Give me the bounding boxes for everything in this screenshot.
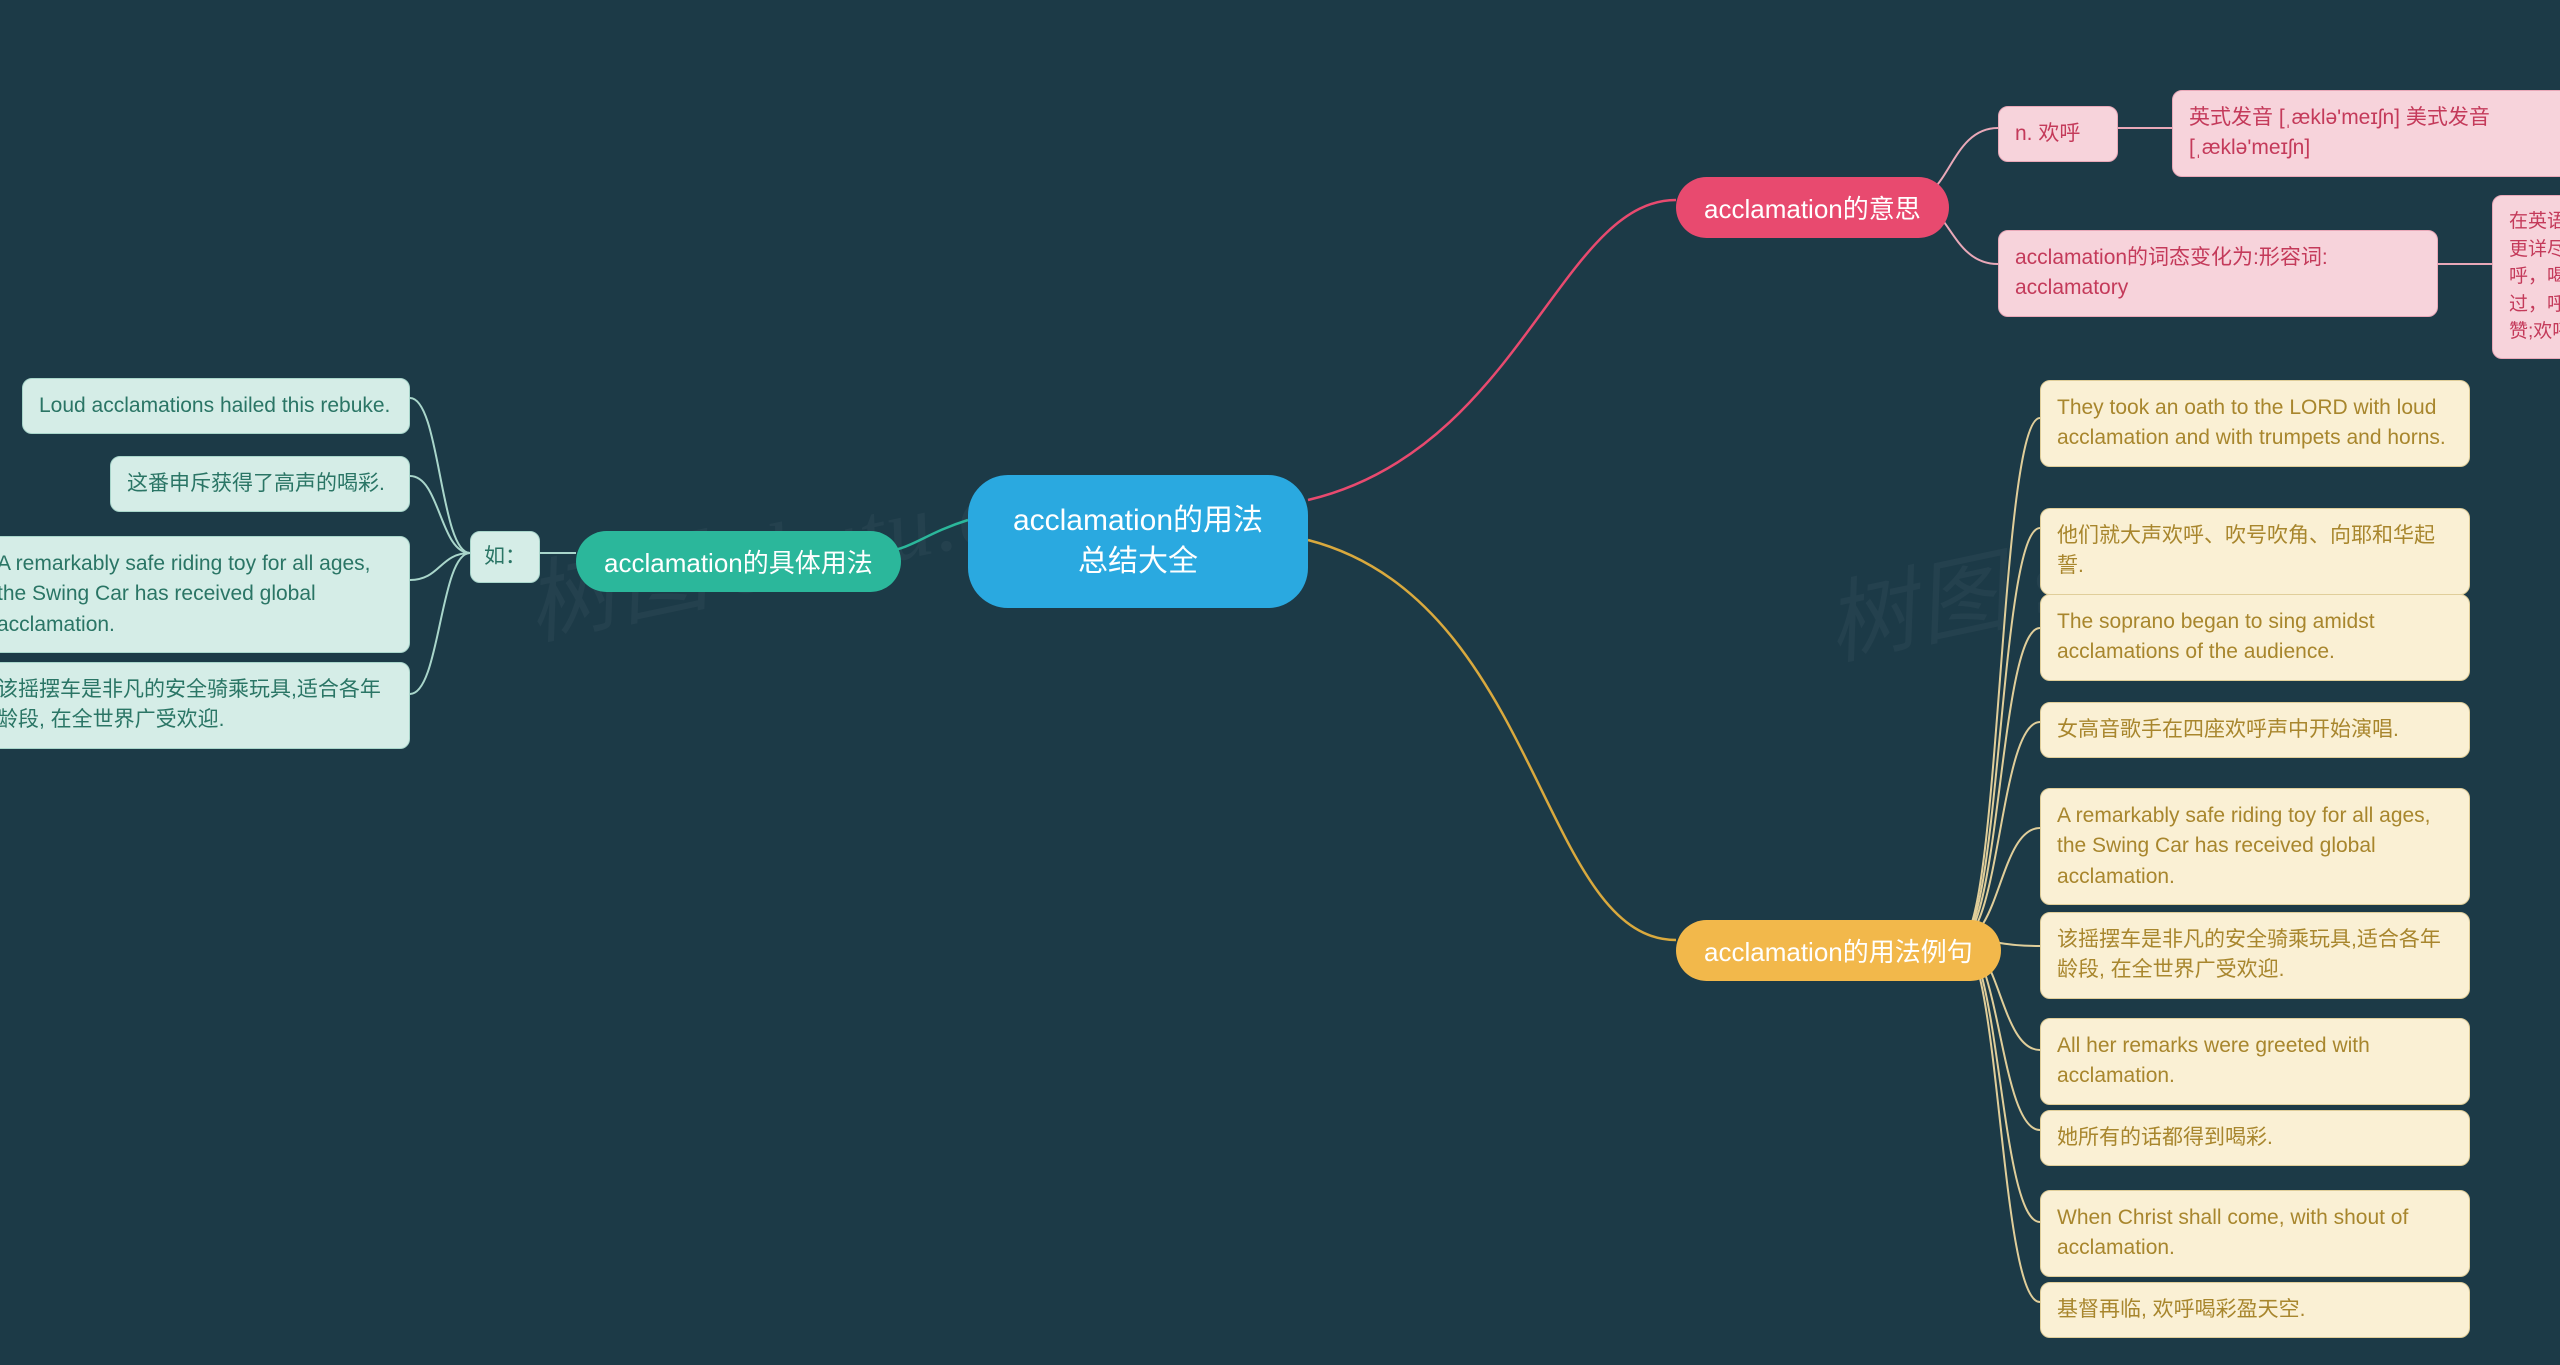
- usage-sub: 如：: [470, 531, 540, 583]
- example-item-6: All her remarks were greeted with acclam…: [2040, 1018, 2470, 1105]
- usage-item-3: 该摇摆车是非凡的安全骑乘玩具,适合各年龄段, 在全世界广受欢迎.: [0, 662, 410, 749]
- example-item-0: They took an oath to the LORD with loud …: [2040, 380, 2470, 467]
- example-item-3: 女高音歌手在四座欢呼声中开始演唱.: [2040, 702, 2470, 758]
- example-item-5: 该摇摆车是非凡的安全骑乘玩具,适合各年龄段, 在全世界广受欢迎.: [2040, 912, 2470, 999]
- example-item-8: When Christ shall come, with shout of ac…: [2040, 1190, 2470, 1277]
- branch-examples[interactable]: acclamation的用法例句: [1676, 920, 2001, 981]
- branch-meaning[interactable]: acclamation的意思: [1676, 177, 1949, 238]
- example-item-1: 他们就大声欢呼、吹号吹角、向耶和华起誓.: [2040, 508, 2470, 595]
- example-item-4: A remarkably safe riding toy for all age…: [2040, 788, 2470, 905]
- meaning-child-1[interactable]: acclamation的词态变化为:形容词: acclamatory: [1998, 230, 2438, 317]
- meaning-child-0-desc: 英式发音 [ˌæklə'meɪʃn] 美式发音 [ˌæklə'meɪʃn]: [2172, 90, 2560, 177]
- usage-item-0: Loud acclamations hailed this rebuke.: [22, 378, 410, 434]
- example-item-2: The soprano began to sing amidst acclama…: [2040, 594, 2470, 681]
- example-item-9: 基督再临, 欢呼喝彩盈天空.: [2040, 1282, 2470, 1338]
- meaning-child-0[interactable]: n. 欢呼: [1998, 106, 2118, 162]
- root-node[interactable]: acclamation的用法总结大全: [968, 475, 1308, 608]
- usage-item-1: 这番申斥获得了高声的喝彩.: [110, 456, 410, 512]
- meaning-child-1-desc: 在英语中，acclamation不仅具有上述意思，还有更详尽的用法，acclam…: [2492, 195, 2560, 359]
- branch-usage[interactable]: acclamation的具体用法: [576, 531, 901, 592]
- example-item-7: 她所有的话都得到喝彩.: [2040, 1110, 2470, 1166]
- usage-item-2: A remarkably safe riding toy for all age…: [0, 536, 410, 653]
